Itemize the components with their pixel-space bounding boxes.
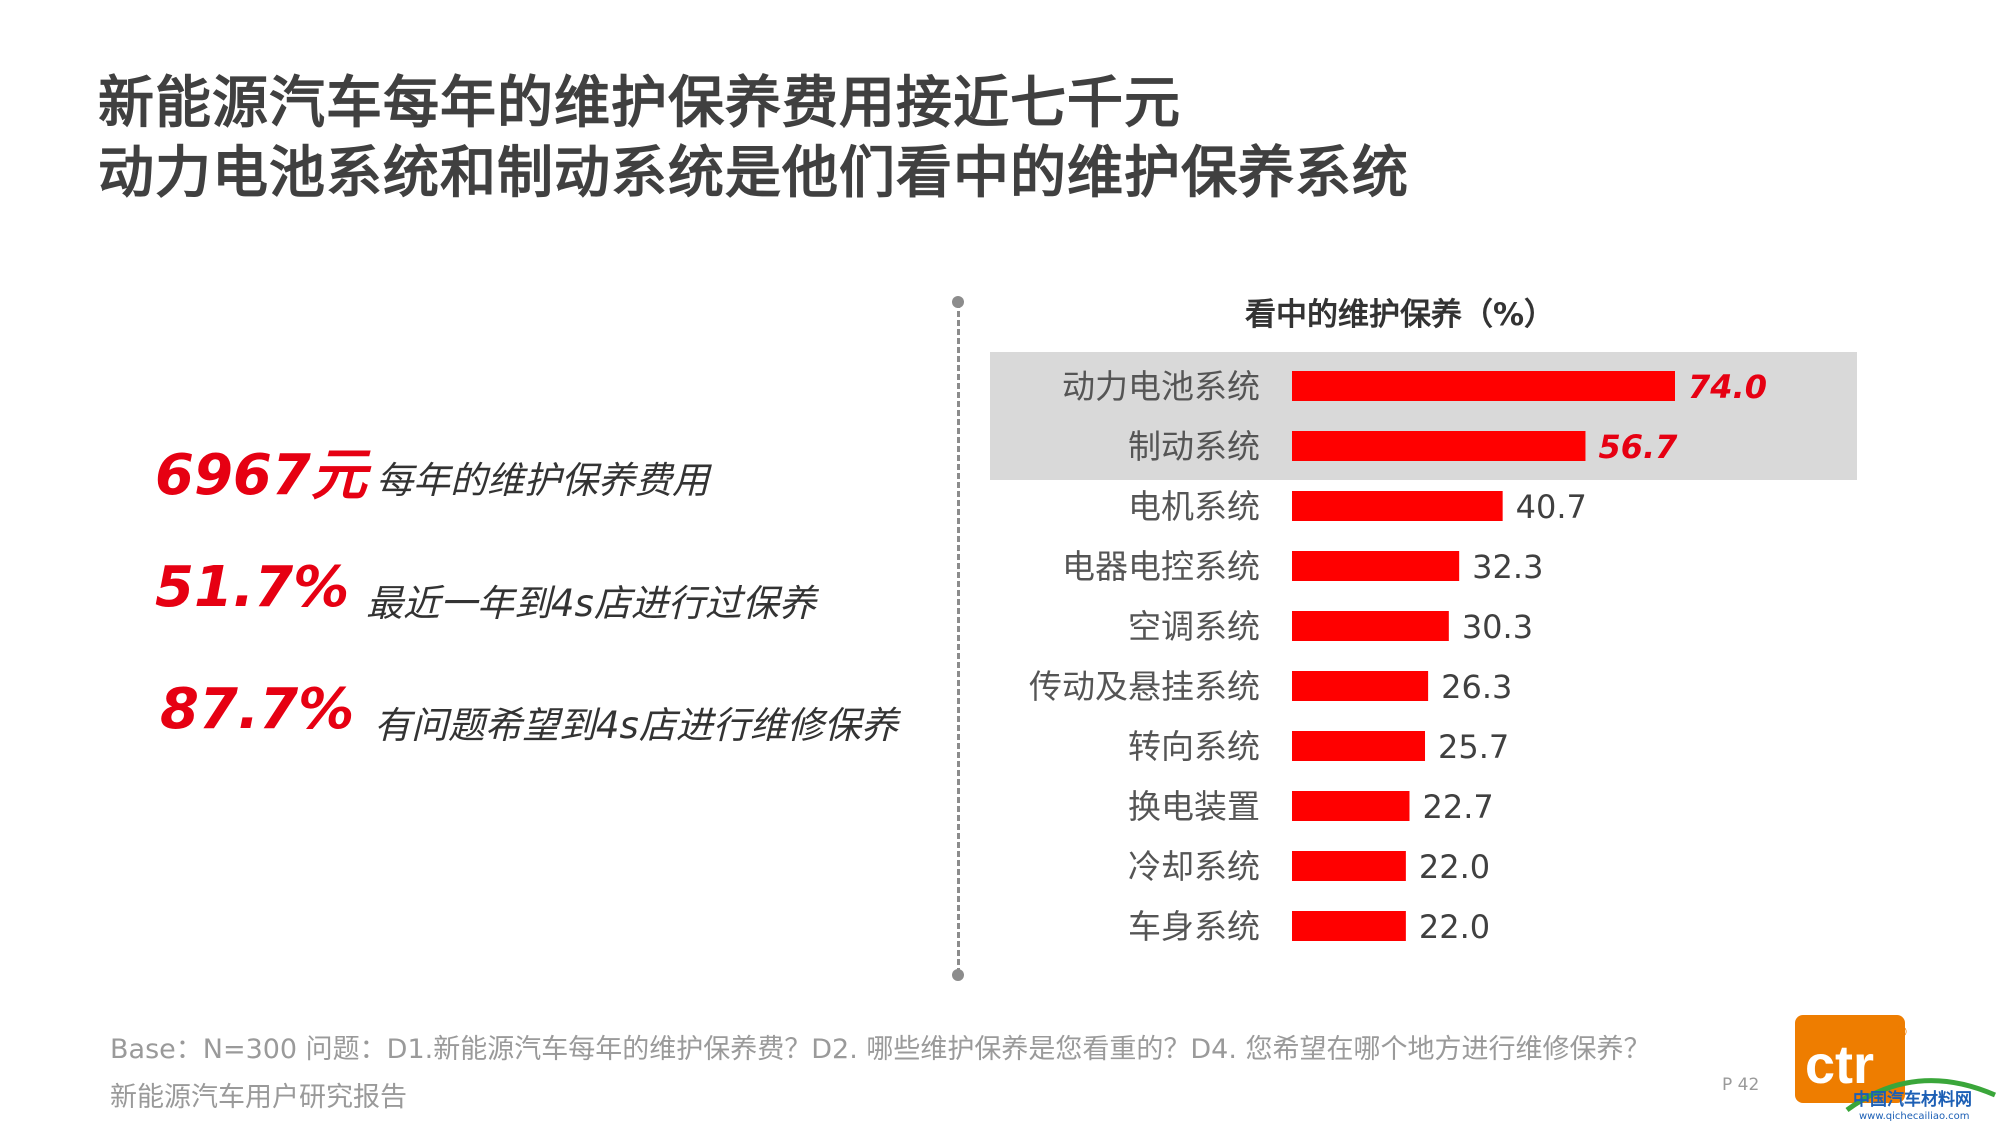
- bar: [1292, 851, 1406, 881]
- bars-group: 动力电池系统 74.0 制动系统 56.7 电机系统 40.7 电器电控系统 32.3 空调系统…: [1029, 367, 1767, 946]
- value-label: 74.0: [1688, 368, 1767, 406]
- bar-chart: 看中的维护保养（%） 动力电池系统 74.0 制动系统 56.7 电机系统 40.7 电器电…: [990, 297, 1857, 946]
- category-label: 车身系统: [1128, 907, 1260, 946]
- chart-title: 看中的维护保养（%）: [1245, 297, 1555, 333]
- value-label: 32.3: [1472, 548, 1543, 586]
- bar: [1292, 611, 1449, 641]
- bar: [1292, 671, 1429, 701]
- bar: [1292, 911, 1406, 941]
- value-label: 56.7: [1598, 428, 1678, 466]
- value-label: 40.7: [1516, 488, 1587, 526]
- page-number: P 42: [1722, 1075, 1760, 1095]
- stat-desc-4s-maintained: 最近一年到4s店进行过保养: [366, 582, 816, 625]
- category-label: 传动及悬挂系统: [1029, 667, 1260, 706]
- category-label: 电机系统: [1128, 487, 1260, 526]
- stat-value-annual-cost: 6967元: [155, 443, 367, 508]
- logo-text: ctr: [1805, 1035, 1874, 1095]
- page-title-line-1: 新能源汽车每年的维护保养费用接近七千元: [98, 71, 1181, 136]
- bar: [1292, 431, 1586, 461]
- value-label: 22.7: [1422, 788, 1493, 826]
- vertical-divider: [957, 302, 960, 974]
- category-label: 空调系统: [1128, 607, 1260, 646]
- ctr-logo: ctr ® 中国汽车材料网 www.qichecailiao.com: [1795, 1015, 1997, 1122]
- bar: [1292, 491, 1503, 521]
- category-label: 电器电控系统: [1062, 547, 1260, 586]
- value-label: 22.0: [1419, 908, 1490, 946]
- category-label: 转向系统: [1128, 727, 1260, 766]
- page-title-line-2: 动力电池系统和制动系统是他们看中的维护保养系统: [98, 141, 1409, 206]
- logo-registered-mark: ®: [1895, 1024, 1907, 1041]
- value-label: 25.7: [1438, 728, 1509, 766]
- category-label: 动力电池系统: [1062, 367, 1260, 406]
- stat-desc-4s-preference: 有问题希望到4s店进行维修保养: [374, 704, 898, 747]
- bar: [1292, 731, 1426, 761]
- footer-source: 新能源汽车用户研究报告: [110, 1082, 407, 1113]
- stat-value-4s-preference: 87.7%: [160, 677, 355, 742]
- watermark-cn: 中国汽车材料网: [1853, 1089, 1972, 1110]
- bar: [1292, 371, 1675, 401]
- watermark-url: www.qichecailiao.com: [1859, 1111, 1969, 1122]
- category-label: 换电装置: [1128, 787, 1260, 826]
- value-label: 26.3: [1441, 668, 1512, 706]
- category-label: 冷却系统: [1128, 847, 1260, 886]
- bar: [1292, 791, 1410, 821]
- bar: [1292, 551, 1460, 581]
- stat-value-4s-maintained: 51.7%: [155, 555, 350, 620]
- category-label: 制动系统: [1128, 427, 1260, 466]
- divider-bottom-dot: [952, 969, 964, 981]
- stat-desc-annual-cost: 每年的维护保养费用: [376, 459, 709, 502]
- watermark-swoosh: [1845, 1078, 1997, 1113]
- value-label: 30.3: [1462, 608, 1533, 646]
- value-label: 22.0: [1419, 848, 1490, 886]
- logo-orange-block: [1795, 1015, 1905, 1103]
- footer-base-note: Base：N=300 问题：D1.新能源汽车每年的维护保养费？D2. 哪些维护保…: [110, 1034, 1651, 1065]
